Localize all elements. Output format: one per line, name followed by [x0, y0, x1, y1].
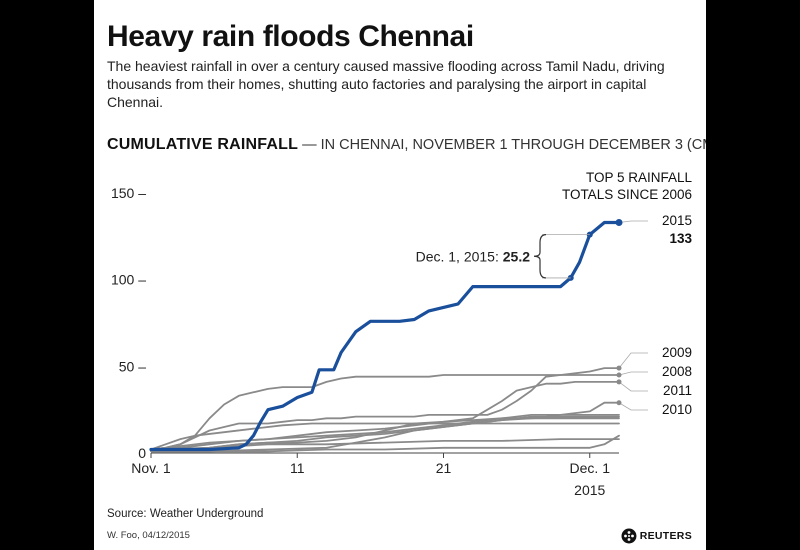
chart-annotation: Dec. 1, 2015: 25.2: [416, 231, 593, 281]
legend-label-2010: 2010: [662, 402, 692, 417]
series-line-2009: [150, 367, 620, 451]
y-tick-label: 50 –: [119, 358, 146, 374]
brand-name: REUTERS: [639, 530, 692, 542]
infographic-card: Heavy rain floods Chennai The heaviest r…: [94, 0, 706, 550]
legend-label-2015: 2015: [662, 213, 692, 228]
highlight-series-group: [149, 220, 621, 452]
legend-leader-2009: [618, 352, 648, 369]
legend-title-line: TOP 5 RAINFALL: [586, 170, 693, 185]
annotation-label: Dec. 1, 2015: 25.2: [416, 248, 531, 264]
subtitle: The heaviest rainfall in over a century …: [107, 58, 665, 110]
legend-total-2015: 133: [669, 231, 692, 246]
x-tick-label: Dec. 1: [570, 460, 611, 476]
legend-end-dot-2010: [616, 400, 622, 406]
legend-end-dot-2011: [616, 379, 622, 385]
x-tick-label: 21: [436, 460, 452, 476]
x-tick-label: Nov. 1: [131, 460, 171, 476]
chart-heading-subtitle: — IN CHENNAI, NOVEMBER 1 THROUGH DECEMBE…: [298, 137, 706, 153]
annotation-bracket: [533, 234, 547, 279]
legend-label-2011: 2011: [663, 383, 692, 398]
legend-leader-2010: [618, 402, 648, 411]
source-note: Source: Weather Underground: [107, 508, 264, 520]
reuters-dots-icon: [621, 528, 637, 544]
y-tick-label: 150 –: [111, 185, 146, 201]
legend-label-2008: 2008: [662, 364, 692, 379]
series-line-other-d: [150, 415, 620, 453]
legend-end-dot-2009: [616, 365, 622, 371]
legend-end-dot-2008: [616, 372, 622, 378]
series-line-2008: [150, 374, 620, 451]
series-line-other-f: [150, 434, 620, 453]
legend-leader-2008: [618, 371, 648, 376]
reuters-logo: REUTERS: [621, 528, 692, 544]
credit-note: W. Foo, 04/12/2015: [107, 530, 190, 541]
other-series-group: [150, 367, 620, 453]
cumulative-rainfall-chart: 0 50 – 100 – 150 – Nov. 1 11 21 Dec. 1 2015 TOP …: [111, 170, 693, 498]
series-line-2015: [149, 220, 621, 452]
x-year-label: 2015: [574, 482, 605, 498]
legend-leader-2011: [618, 381, 648, 392]
annotation-label-text: Dec. 1, 2015:: [416, 248, 503, 264]
annotation-label-value: 25.2: [503, 248, 530, 264]
chart-axes: 0 50 – 100 – 150 – Nov. 1 11 21 Dec. 1 2015: [111, 185, 619, 498]
legend-leader-2015: [618, 220, 648, 223]
legend-label-2009: 2009: [662, 345, 692, 360]
chart-heading: CUMULATIVE RAINFALL — IN CHENNAI, NOVEMB…: [107, 136, 706, 154]
chart-legend: TOP 5 RAINFALL TOTALS SINCE 2006 2015 133 20…: [562, 170, 693, 417]
x-tick-label: 11: [290, 460, 305, 476]
y-tick-label: 100 –: [111, 272, 146, 288]
legend-end-dot-2015: [615, 218, 623, 226]
page-title: Heavy rain floods Chennai: [107, 20, 474, 53]
chart-heading-title: CUMULATIVE RAINFALL: [107, 136, 299, 153]
y-tick-label: 0: [138, 445, 146, 461]
series-line-other-c: [150, 422, 620, 451]
legend-title-line: TOTALS SINCE 2006: [562, 187, 692, 202]
